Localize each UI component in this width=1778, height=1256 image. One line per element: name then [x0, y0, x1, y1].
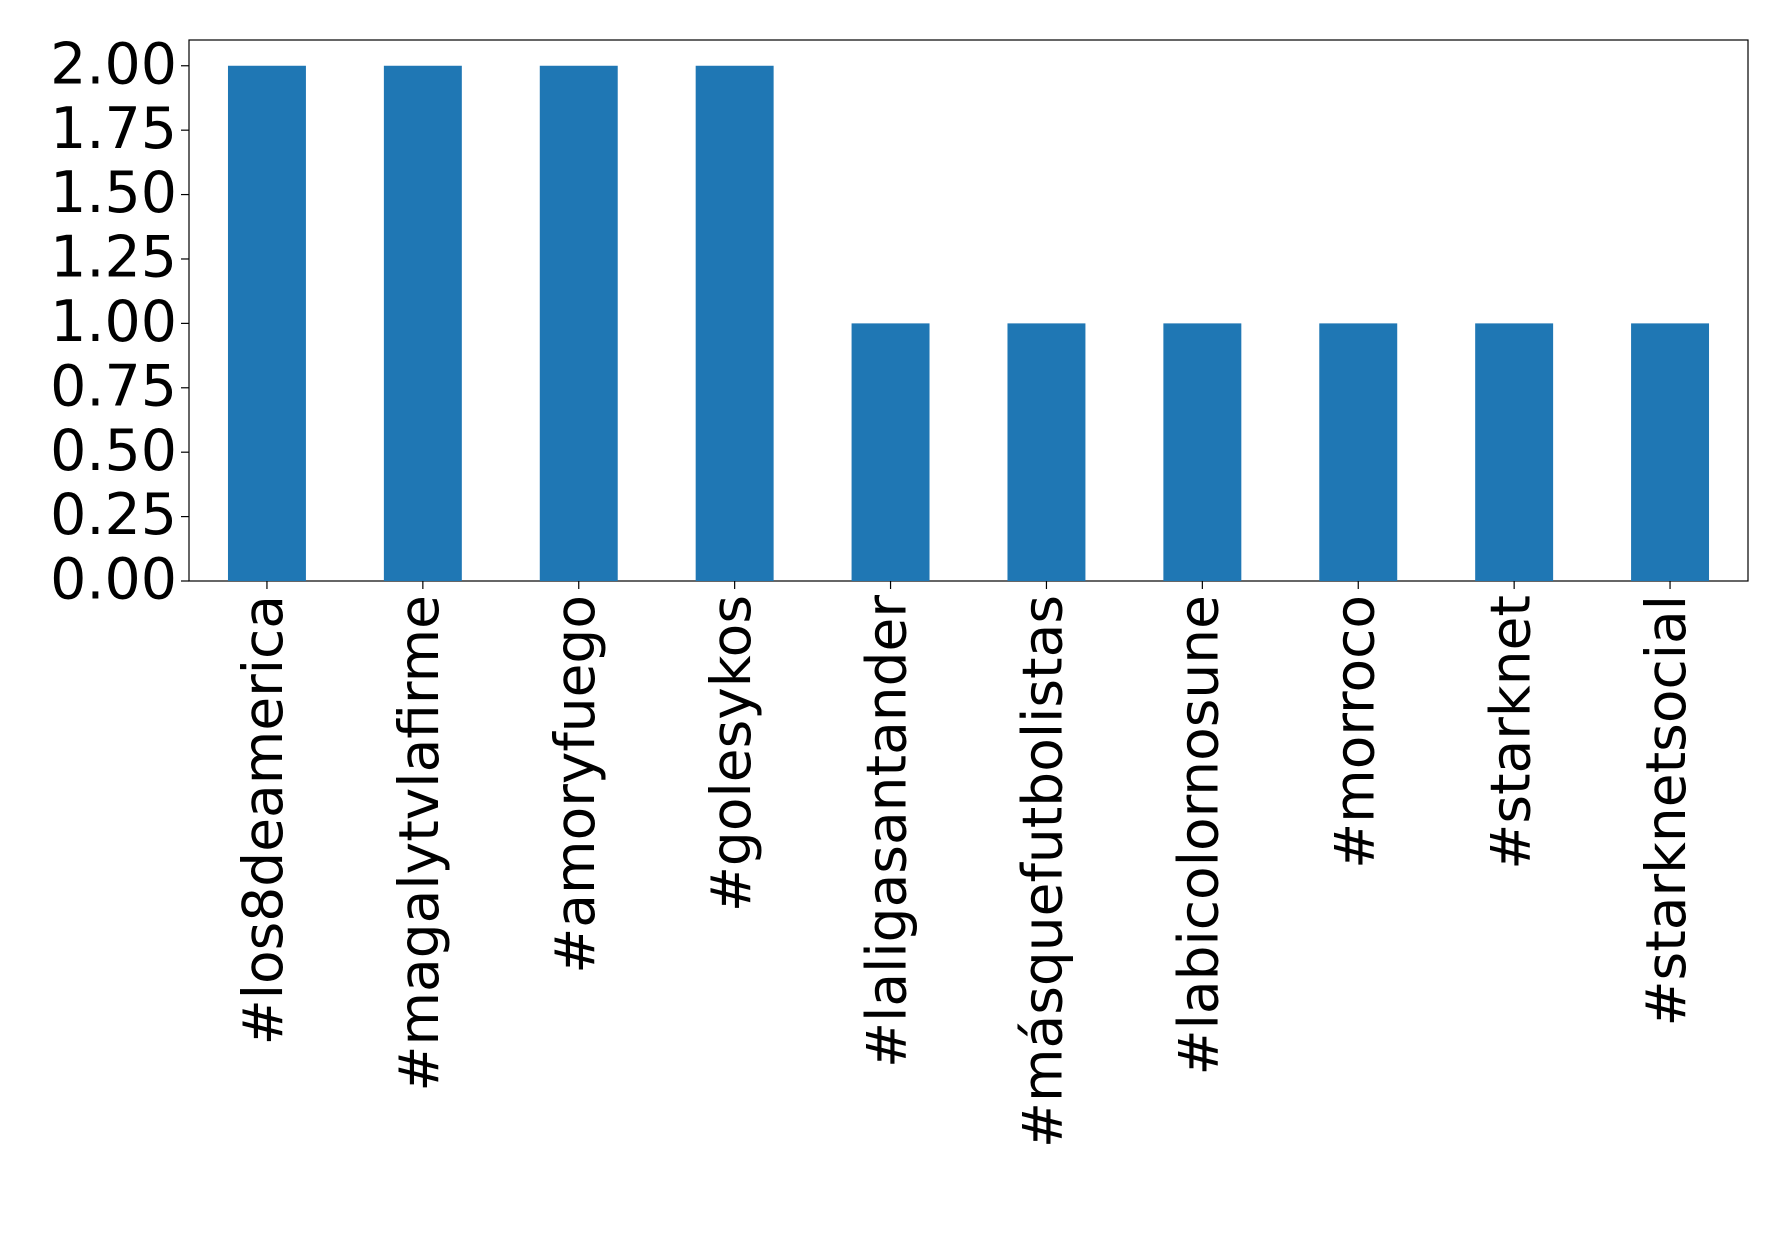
x-tick-label: #amoryfuego — [543, 595, 607, 974]
y-tick-label: 1.75 — [50, 96, 177, 162]
y-tick-label: 1.50 — [50, 160, 177, 226]
bar — [227, 65, 306, 581]
bar — [695, 65, 774, 581]
x-tick-label: #labicolornosune — [1166, 595, 1230, 1075]
x-tick-label: #golesykos — [699, 595, 763, 912]
x-tick-label: #magalytvlafirme — [387, 595, 451, 1092]
x-tick-label: #los8deamerica — [231, 595, 295, 1045]
y-tick-label: 2.00 — [50, 31, 177, 97]
y-tick-label: 0.50 — [50, 418, 177, 484]
bar — [1007, 323, 1086, 581]
y-tick-label: 0.75 — [50, 353, 177, 419]
x-tick-label: #starknet — [1478, 595, 1542, 870]
axes-frame — [188, 39, 1749, 582]
y-tick-label: 0.25 — [50, 482, 177, 548]
y-tick-label: 0.00 — [50, 547, 177, 613]
y-tick-label: 1.00 — [50, 289, 177, 355]
x-tick-label: #morroco — [1322, 595, 1386, 869]
x-tick-label: #másquefutbolistas — [1011, 595, 1075, 1148]
bar — [1163, 323, 1242, 581]
x-tick-label: #starknetsocial — [1634, 595, 1698, 1027]
x-tick-label: #laligasantander — [855, 595, 919, 1068]
bar — [1631, 323, 1710, 581]
y-tick-label: 1.25 — [50, 225, 177, 291]
bar — [383, 65, 462, 581]
bar — [1319, 323, 1398, 581]
bar — [539, 65, 618, 581]
bar — [1475, 323, 1554, 581]
bar — [851, 323, 930, 581]
